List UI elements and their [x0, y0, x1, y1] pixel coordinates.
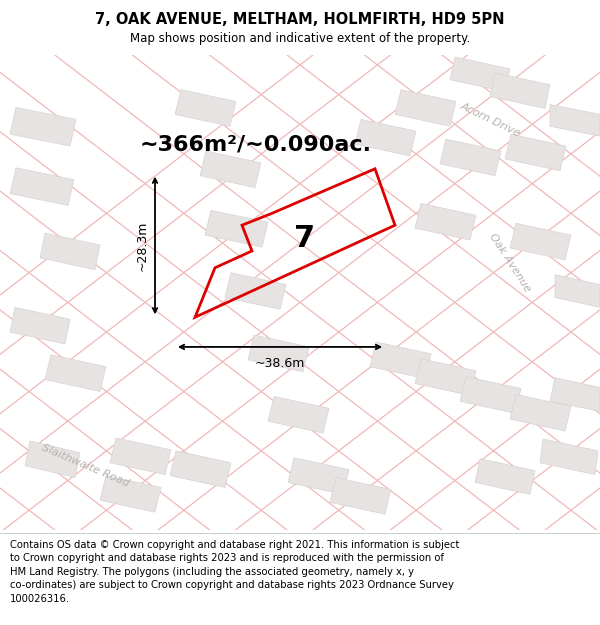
Polygon shape: [510, 394, 571, 431]
Polygon shape: [460, 377, 521, 413]
Polygon shape: [555, 275, 600, 308]
Polygon shape: [10, 308, 70, 344]
Text: ~366m²/~0.090ac.: ~366m²/~0.090ac.: [140, 134, 372, 154]
Polygon shape: [10, 168, 74, 206]
Polygon shape: [110, 438, 171, 474]
Text: Acorn Drive: Acorn Drive: [458, 101, 521, 138]
Polygon shape: [100, 476, 161, 512]
Polygon shape: [200, 151, 261, 188]
Polygon shape: [370, 342, 431, 379]
Polygon shape: [415, 359, 476, 396]
Text: Oak Avenue: Oak Avenue: [487, 232, 533, 294]
Polygon shape: [268, 396, 329, 433]
Polygon shape: [330, 478, 391, 514]
Polygon shape: [475, 459, 535, 494]
Text: 7: 7: [295, 224, 316, 253]
Polygon shape: [205, 211, 268, 247]
Text: Contains OS data © Crown copyright and database right 2021. This information is : Contains OS data © Crown copyright and d…: [10, 539, 460, 604]
Polygon shape: [550, 378, 600, 411]
Polygon shape: [10, 107, 76, 146]
Text: ~38.6m: ~38.6m: [255, 357, 305, 370]
Polygon shape: [45, 355, 106, 391]
Polygon shape: [550, 104, 600, 136]
Polygon shape: [540, 439, 598, 474]
Polygon shape: [355, 119, 416, 156]
Polygon shape: [225, 272, 286, 309]
Polygon shape: [505, 134, 566, 171]
Text: 7, OAK AVENUE, MELTHAM, HOLMFIRTH, HD9 5PN: 7, OAK AVENUE, MELTHAM, HOLMFIRTH, HD9 5…: [95, 12, 505, 27]
Polygon shape: [440, 139, 501, 176]
Polygon shape: [170, 451, 231, 488]
Polygon shape: [175, 89, 236, 126]
Polygon shape: [450, 57, 510, 92]
Polygon shape: [415, 204, 476, 240]
Polygon shape: [395, 89, 456, 126]
Polygon shape: [248, 335, 309, 372]
Text: Map shows position and indicative extent of the property.: Map shows position and indicative extent…: [130, 32, 470, 45]
Polygon shape: [25, 441, 80, 478]
Text: Slaithwaite Road: Slaithwaite Road: [40, 442, 130, 489]
Text: ~28.3m: ~28.3m: [136, 220, 149, 271]
Polygon shape: [288, 458, 349, 494]
Polygon shape: [40, 233, 100, 270]
Polygon shape: [490, 72, 550, 109]
Polygon shape: [510, 223, 571, 260]
